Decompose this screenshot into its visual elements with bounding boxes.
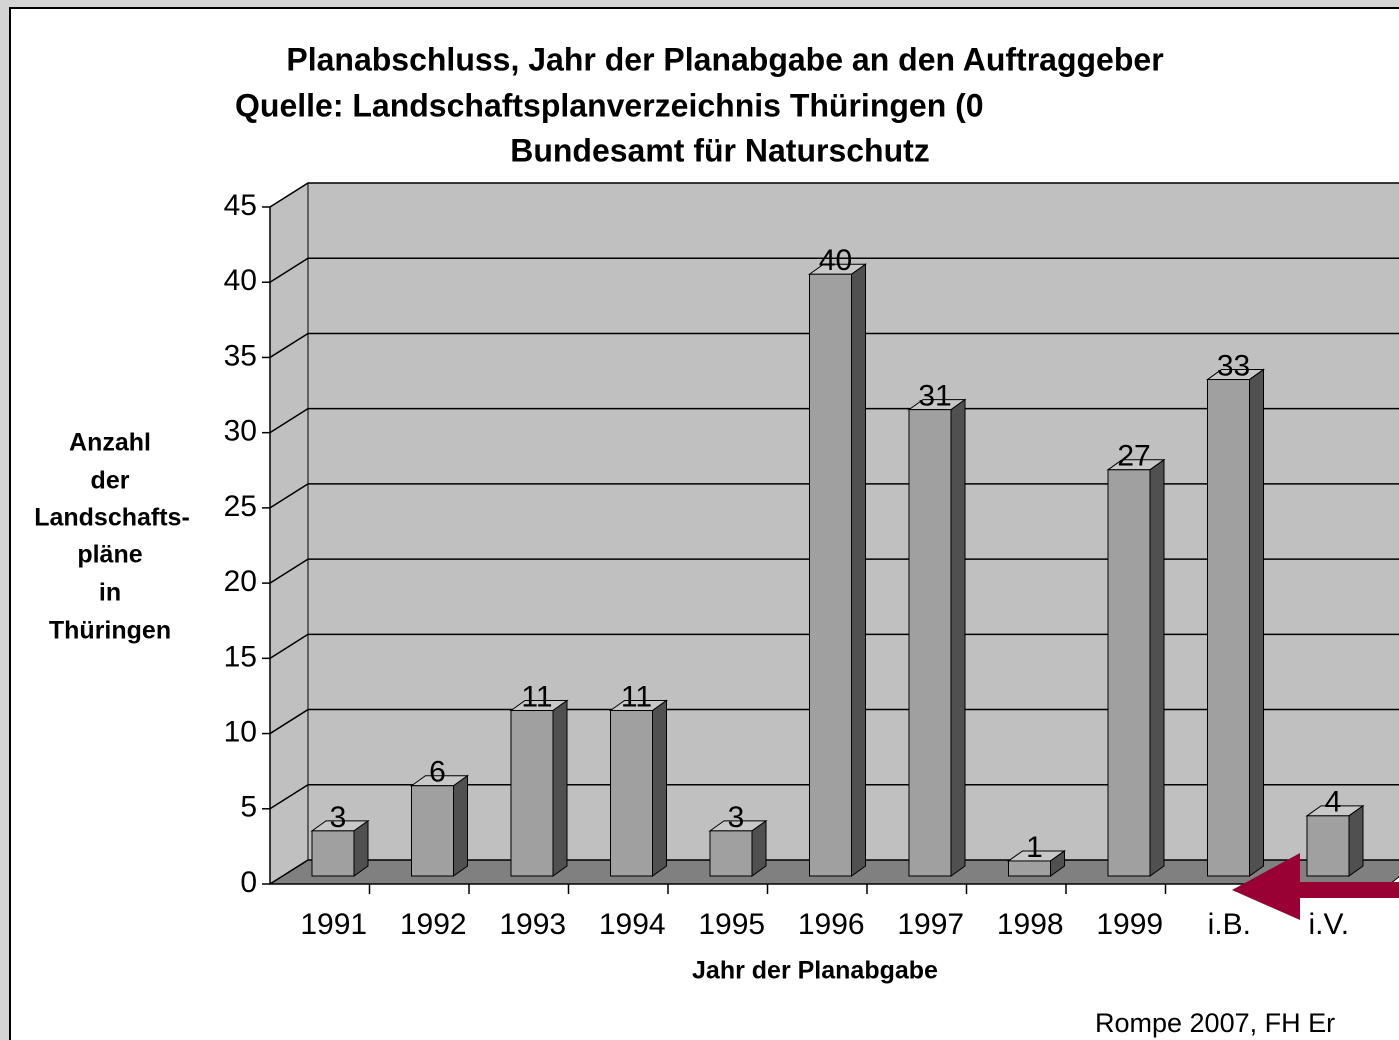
bar: [807, 263, 868, 877]
data-label: 31: [918, 380, 951, 413]
grid-line: [269, 257, 1399, 283]
data-label: 33: [1217, 349, 1250, 382]
y-tick-label: 25: [224, 490, 257, 523]
bar-side: [353, 819, 369, 877]
chart-title: Bundesamt für Naturschutz: [510, 132, 930, 168]
y-tick-label: 0: [240, 866, 257, 899]
y-tick-label: 35: [224, 339, 257, 372]
y-tick-label: 5: [240, 791, 257, 824]
y-axis-label: Landschafts-: [34, 504, 190, 532]
x-tick-label: 1998: [997, 908, 1064, 941]
x-tick-label: i.V.: [1308, 908, 1349, 941]
x-axis-label: Jahr der Planabgabe: [692, 957, 938, 985]
grid-line: [269, 558, 1399, 584]
bar-front: [510, 710, 554, 877]
y-tick-label: 45: [224, 189, 257, 222]
data-label: 27: [1117, 440, 1150, 473]
bar-front: [1207, 379, 1250, 877]
x-tick-label: 1999: [1096, 908, 1163, 941]
bar: [608, 699, 669, 877]
grid-line: [269, 784, 1399, 810]
x-tick-label: 1993: [499, 908, 566, 941]
y-axis-label: Thüringen: [49, 617, 171, 645]
y-axis-label: pläne: [77, 541, 142, 569]
x-tick-label: 1996: [798, 908, 865, 941]
bar: [1006, 849, 1067, 877]
y-tick-label: 20: [224, 565, 257, 598]
grid-line: [269, 407, 1399, 434]
y-axis-label: in: [99, 579, 121, 607]
data-label: 3: [330, 801, 347, 834]
x-tick-label: 1994: [599, 908, 666, 941]
data-label: 1: [1026, 831, 1043, 864]
arrow: [1232, 853, 1399, 920]
bar-front: [1306, 815, 1350, 877]
bar-front: [411, 785, 454, 877]
grid-line: [269, 182, 1399, 208]
bar-front: [610, 710, 653, 877]
bar: [509, 699, 569, 877]
x-tick-label: 1997: [897, 908, 964, 941]
bar-front: [809, 273, 852, 877]
y-tick-label: 10: [224, 715, 257, 748]
grid-line: [269, 633, 1399, 659]
data-label: 3: [728, 801, 745, 834]
x-tick-label: i.B.: [1208, 908, 1251, 941]
bar-front: [908, 409, 952, 877]
data-label: 11: [621, 680, 652, 713]
bar-front: [1008, 860, 1051, 877]
y-axis-label: der: [91, 467, 130, 495]
bar: [310, 819, 370, 877]
bar: [1205, 368, 1266, 877]
footer: Rompe 2007, FH Er: [1095, 1008, 1335, 1038]
y-axis-label: Anzahl: [69, 429, 151, 457]
chart-title: Planabschluss, Jahr der Planabgabe an de…: [286, 41, 1163, 77]
bar: [409, 774, 470, 877]
x-tick-label: 1995: [698, 908, 765, 941]
bar-front: [311, 830, 355, 877]
y-tick-label: 30: [224, 415, 257, 448]
bar-side: [851, 263, 866, 877]
bar-side: [1249, 368, 1264, 877]
chart-title: Quelle: Landschaftsplanverzeichnis Thüri…: [235, 87, 984, 123]
y-tick-label: 15: [224, 640, 257, 673]
data-label: 6: [429, 756, 446, 789]
bar-side: [1149, 458, 1165, 877]
side-wall: [269, 182, 309, 885]
grid-line: [269, 483, 1399, 509]
bar-side: [552, 699, 568, 877]
bar-front: [1107, 469, 1151, 877]
x-tick-label: 1992: [400, 908, 467, 941]
bar-side: [453, 774, 468, 877]
bar: [1305, 804, 1365, 877]
data-label: 40: [819, 244, 852, 277]
bar-front: [709, 830, 753, 877]
bar-side: [950, 398, 966, 877]
y-tick-label: 40: [224, 264, 257, 297]
marks: 3 6 11 11 3 40 31 1 27 33 4: [310, 244, 1365, 877]
bar: [907, 398, 967, 877]
bar-side: [652, 699, 667, 877]
bar: [708, 819, 768, 877]
data-label: 4: [1325, 786, 1342, 819]
bar-side: [1348, 804, 1364, 877]
grid-line: [269, 708, 1399, 735]
bar: [1106, 458, 1166, 877]
x-tick-label: 1991: [300, 908, 367, 941]
bar-side: [751, 819, 767, 877]
data-label: 11: [521, 680, 552, 713]
grid-line: [269, 332, 1399, 359]
